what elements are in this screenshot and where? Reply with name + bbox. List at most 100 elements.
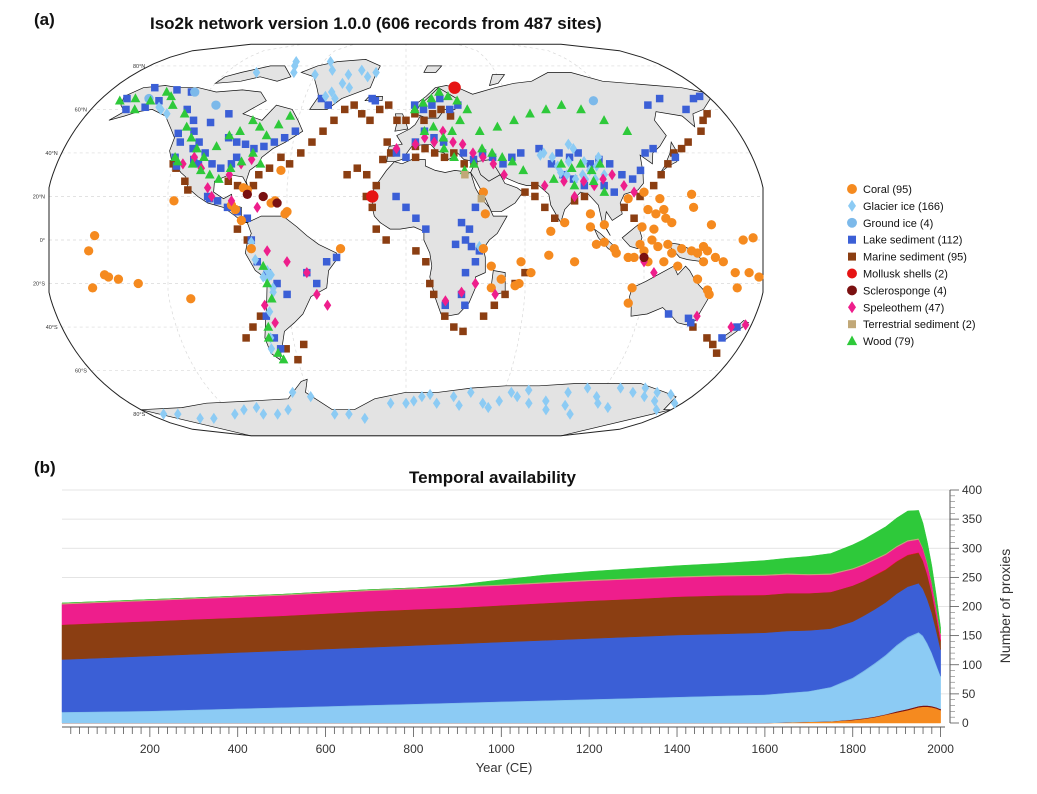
lat-label: 40°N (45, 151, 57, 157)
glacier-ice-site (604, 401, 612, 414)
mollusk-shells-site (366, 190, 379, 203)
coral-site (649, 224, 659, 234)
y-tick-label: 250 (962, 570, 982, 584)
wood-site (541, 104, 551, 114)
y-tick-label: 300 (962, 541, 982, 555)
wood-site (224, 130, 235, 140)
speleothem-site (313, 288, 321, 301)
wood-site (418, 97, 429, 107)
x-tick-label: 400 (228, 742, 248, 756)
lake-sediment-site (467, 242, 476, 251)
wood-site (586, 165, 597, 175)
wood-site (447, 125, 457, 135)
marine-sediment-site (343, 170, 351, 179)
wood-site (477, 143, 487, 153)
glacier-ice-site (583, 382, 592, 394)
speleothem-site (491, 288, 499, 301)
wood-site (278, 354, 289, 364)
lake-sediment-site (488, 153, 497, 162)
area-coral (62, 706, 941, 724)
speleothem-site (489, 158, 498, 170)
wood-site (129, 104, 140, 114)
coral-site (673, 261, 683, 271)
marine-sediment-site (383, 138, 391, 146)
wood-site (273, 119, 284, 129)
area-sclerosponge (62, 705, 941, 724)
lake-sediment-site (227, 160, 236, 168)
marine-sediment-site (630, 214, 638, 222)
marine-sediment-site (277, 153, 285, 162)
coral-site (560, 217, 570, 228)
speleothem-site (283, 256, 291, 268)
land-south-america (244, 215, 337, 361)
ground-ice-site (190, 87, 200, 97)
lake-sediment-site (471, 203, 480, 212)
glacier-ice-site (330, 408, 339, 420)
marine-sediment-site (308, 138, 316, 146)
glacier-ice-site (449, 391, 458, 403)
glacier-ice-site (653, 386, 661, 398)
coral-site (647, 235, 657, 245)
temporal-axes: 200 400 600 800 1000 1200 1400 1600 1800 2000 0 50 1… (62, 483, 982, 756)
map-land (108, 59, 750, 437)
marine-sediment-site (428, 110, 437, 118)
glacier-ice-site (548, 151, 556, 163)
lake-sediment-site (241, 140, 250, 149)
marine-sediment-site (297, 149, 305, 157)
coral-site (478, 187, 488, 197)
lake-sediment-site (250, 144, 258, 153)
glacier-ice-site (252, 66, 261, 79)
lake-sediment-site (313, 279, 321, 288)
lake-sediment-site (189, 116, 198, 125)
wood-site (248, 147, 258, 157)
speleothem-site (599, 173, 607, 185)
wood-site (179, 108, 190, 118)
coral-site (486, 261, 496, 271)
marine-sediment-site (479, 312, 488, 320)
marine-sediment-site (184, 186, 192, 194)
coral-site (569, 257, 580, 267)
lake-sediment-site (195, 138, 203, 146)
wood-site (172, 156, 183, 166)
area-mollusk-shells (61, 552, 941, 641)
glacier-ice-site (507, 386, 516, 398)
ground-ice-site (588, 96, 599, 106)
wood-site (455, 115, 465, 125)
x-tick-label: 200 (140, 742, 160, 756)
lat-label: 60°S (75, 369, 87, 375)
map-outline (48, 43, 764, 437)
coral-site (702, 246, 713, 256)
legend-marker-ground-ice (847, 217, 857, 228)
coral-site (609, 244, 619, 254)
coral-site (738, 235, 748, 245)
map-border (48, 43, 764, 437)
marine-sediment-site (670, 149, 678, 157)
x-tick-label: 1400 (664, 742, 691, 756)
wood-site (255, 158, 266, 168)
lake-sediment-site (232, 153, 241, 162)
glacier-ice-site (402, 397, 410, 409)
wood-site (258, 260, 269, 270)
map-title: Iso2k network version 1.0.0 (606 records… (150, 14, 602, 33)
speleothem-site (469, 147, 477, 159)
lake-sediment-site (123, 94, 131, 103)
coral-site (546, 226, 556, 236)
marine-sediment-site (531, 181, 539, 190)
glacier-ice-site (641, 382, 650, 394)
coral-site (623, 194, 633, 204)
marine-sediment-site (446, 112, 455, 120)
marine-sediment-site (243, 236, 252, 244)
lake-sediment-site (565, 153, 574, 162)
lake-sediment-site (419, 105, 428, 114)
marine-sediment-site (181, 177, 189, 185)
panel-b-label: (b) (34, 458, 56, 477)
lake-sediment-site (225, 110, 233, 118)
lake-sediment-site (243, 214, 252, 222)
marine-sediment-site (294, 355, 302, 364)
legend-label-speleothem: Speleothem (47) (863, 302, 944, 314)
wood-site (518, 165, 529, 175)
lake-sediment-site (461, 268, 470, 277)
marine-sediment-site (677, 144, 686, 153)
legend-marker-lake-sediment (848, 235, 856, 244)
marine-sediment-site (421, 144, 429, 153)
